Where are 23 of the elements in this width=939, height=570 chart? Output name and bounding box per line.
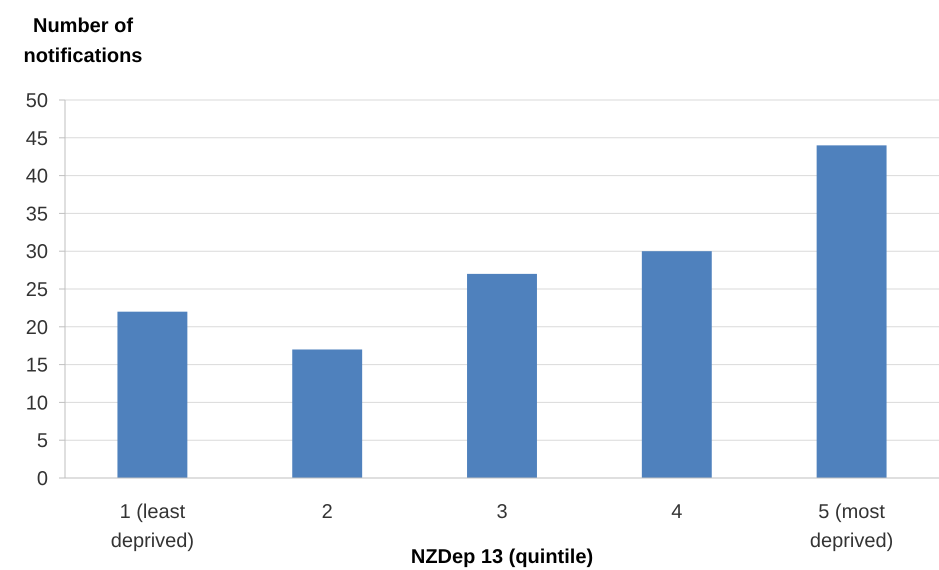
y-tick-label: 0 [36, 468, 48, 490]
y-tick-label: 50 [26, 90, 48, 112]
y-tick-label: 10 [26, 392, 48, 414]
y-tick-label: 20 [26, 316, 48, 339]
x-tick-label: 2 [322, 501, 333, 523]
bar [816, 145, 887, 478]
y-tick-label: 45 [26, 128, 48, 150]
x-tick-label: 5 (most deprived) [810, 501, 894, 552]
y-tick-label: 25 [26, 279, 48, 301]
x-tick-label: 4 [671, 501, 682, 523]
y-tick-label: 40 [26, 166, 48, 188]
x-tick-label: 1 (least deprived) [110, 501, 194, 552]
x-axis-title: NZDep 13 (quintile) [410, 546, 594, 568]
bar [467, 274, 537, 478]
y-tick-label: 35 [26, 203, 48, 226]
bar [292, 349, 362, 478]
y-axis-title: Number of notifications [24, 15, 142, 67]
y-tick-label: 15 [26, 354, 48, 377]
y-tick-label: 5 [36, 430, 48, 452]
bar [117, 312, 188, 478]
y-tick-label: 30 [26, 241, 48, 264]
x-tick-label: 3 [496, 501, 508, 523]
bar [642, 251, 712, 478]
